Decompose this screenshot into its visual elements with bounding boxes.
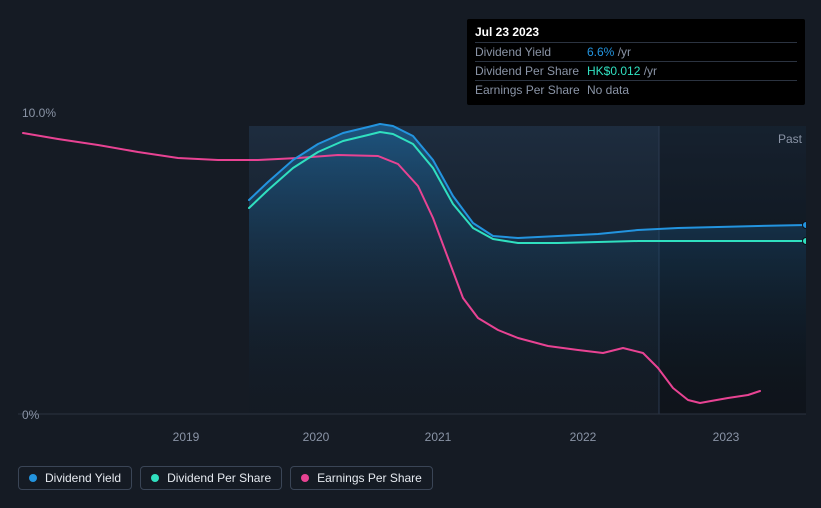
x-axis-tick: 2021 [425,430,452,444]
x-axis-labels: 2019 2020 2021 2022 2023 [18,426,806,444]
tooltip-row: Dividend Per ShareHK$0.012 /yr [475,61,797,80]
x-axis-tick: 2022 [570,430,597,444]
legend-item-dps[interactable]: Dividend Per Share [140,466,282,490]
chart-area[interactable]: 10.0% 0% Past 2019 2020 2021 2022 2023 [18,108,806,444]
tooltip-row-label: Earnings Per Share [475,83,587,97]
legend-item-eps[interactable]: Earnings Per Share [290,466,433,490]
chart-legend: Dividend Yield Dividend Per Share Earnings… [18,466,433,490]
legend-item-yield[interactable]: Dividend Yield [18,466,132,490]
x-axis-tick: 2023 [713,430,740,444]
tooltip-row-label: Dividend Yield [475,45,587,59]
y-axis-bottom-label: 0% [22,408,39,422]
tooltip-row: Earnings Per ShareNo data [475,80,797,99]
tooltip-row-value: No data [587,83,797,97]
legend-dot-icon [151,474,159,482]
legend-dot-icon [301,474,309,482]
y-axis-top-label: 10.0% [22,106,56,120]
tooltip-row-label: Dividend Per Share [475,64,587,78]
x-axis-tick: 2020 [303,430,330,444]
tooltip-date: Jul 23 2023 [475,25,797,39]
tooltip-row-value: 6.6% /yr [587,45,797,59]
line-chart [18,108,806,444]
legend-label: Dividend Per Share [167,471,271,485]
tooltip-row: Dividend Yield6.6% /yr [475,42,797,61]
chart-tooltip: Jul 23 2023 Dividend Yield6.6% /yrDivide… [467,19,805,105]
past-label: Past [778,132,802,146]
legend-label: Earnings Per Share [317,471,422,485]
legend-dot-icon [29,474,37,482]
x-axis-tick: 2019 [173,430,200,444]
legend-label: Dividend Yield [45,471,121,485]
tooltip-row-value: HK$0.012 /yr [587,64,797,78]
